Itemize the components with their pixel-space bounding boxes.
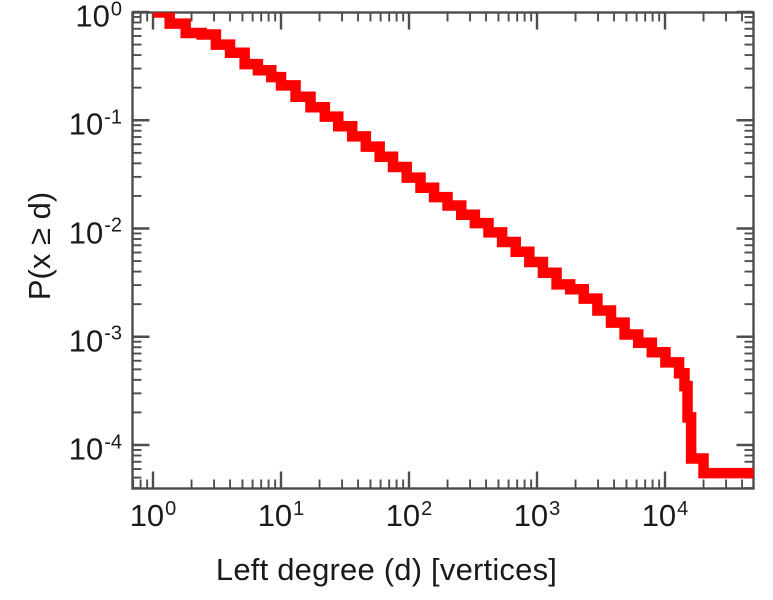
y-tick-label: 10-1 <box>68 106 122 142</box>
data-series-layer <box>153 12 754 479</box>
y-tick-label: 10-4 <box>68 431 122 467</box>
x-tick-label: 101 <box>257 497 305 533</box>
x-tick-label: 100 <box>129 497 177 533</box>
axis-frame <box>131 11 755 490</box>
y-tick-label: 10-2 <box>68 214 122 250</box>
y-tick-label: 10-3 <box>68 322 122 359</box>
x-axis-title: Left degree (d) [vertices] <box>215 552 558 587</box>
x-tick-label: 102 <box>385 497 433 533</box>
y-tick-label: 100 <box>75 0 122 34</box>
y-axis-title: P(x ≥ d) <box>22 191 57 301</box>
x-tick-label: 103 <box>513 497 561 533</box>
y-axis-ticks <box>132 10 754 490</box>
x-axis-ticks <box>132 12 744 489</box>
x-tick-label: 104 <box>641 497 689 533</box>
